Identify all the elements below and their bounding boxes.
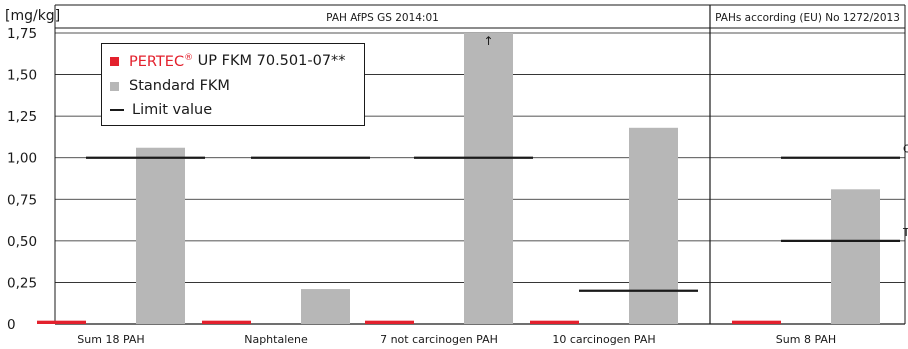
bar-standard: [136, 147, 185, 324]
y-axis-label: [mg/kg]: [5, 8, 60, 24]
x-axis-labels: Sum 18 PAH Naphtalene 7 not carcinogen PAH…: [77, 333, 836, 346]
legend-label-standard: Standard FKM: [129, 78, 230, 94]
limit-label: Toys: [902, 227, 908, 239]
y-tick-label: 0: [7, 317, 16, 333]
bar-pertec: [732, 320, 781, 324]
y-tick-label: 1,50: [7, 68, 37, 84]
panel-title-eu: PAHs according (EU) No 1272/2013: [715, 12, 900, 24]
x-tick-label: 7 not carcinogen PAH: [380, 333, 498, 346]
limit-label: Other: [903, 144, 908, 156]
legend-label-pertec: PERTEC®: [129, 52, 194, 70]
bar-standard: [629, 127, 678, 324]
bar-standard: [831, 189, 880, 324]
y-tick-label: 0,50: [7, 234, 37, 250]
legend-item-standard: Standard FKM: [110, 76, 230, 96]
bar-pertec: [202, 320, 251, 324]
overflow-arrow: ↑: [483, 34, 493, 48]
y-tick-label: 0,25: [7, 275, 37, 291]
legend-label-limit: Limit value: [132, 102, 213, 118]
x-tick-label: Sum 8 PAH: [776, 333, 836, 346]
legend-item-limit: Limit value: [110, 100, 212, 120]
limit-lines: Other Toys: [86, 144, 908, 292]
legend-label-pertec-rest: UP FKM 70.501-07**: [193, 53, 346, 69]
y-tick-label: 1,75: [7, 26, 37, 42]
legend-swatch-gray: [110, 81, 119, 91]
bar-pertec: [365, 320, 414, 324]
bar-pertec: [530, 320, 579, 324]
panel-titles: PAH AfPS GS 2014:01 PAHs according (EU) N…: [326, 12, 900, 24]
y-tick-label: 1,00: [7, 151, 37, 167]
x-tick-label: Sum 18 PAH: [77, 333, 144, 346]
y-axis-ticks: 0 0,25 0,50 0,75 1,00 1,25 1,50 1,75: [7, 26, 37, 333]
bar-pertec: [37, 320, 86, 324]
legend-swatch-line: [110, 108, 124, 112]
legend-item-pertec: PERTEC® UP FKM 70.501-07**: [110, 51, 346, 71]
x-tick-label: 10 carcinogen PAH: [552, 333, 655, 346]
bar-standard: [301, 289, 350, 324]
panel-title-afps: PAH AfPS GS 2014:01: [326, 12, 439, 24]
y-tick-label: 0,75: [7, 192, 37, 208]
x-tick-label: Naphtalene: [244, 333, 308, 346]
legend: PERTEC® UP FKM 70.501-07** Standard FKM …: [101, 43, 365, 126]
legend-swatch-red: [110, 56, 119, 66]
y-tick-label: 1,25: [7, 109, 37, 125]
bar-standard: [464, 33, 513, 324]
